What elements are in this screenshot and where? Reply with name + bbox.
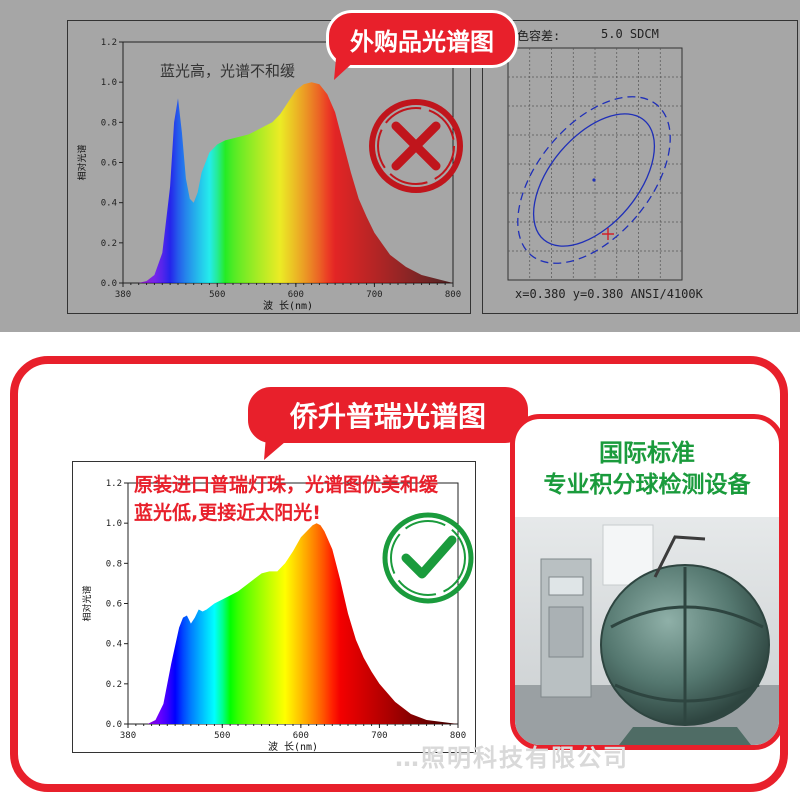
x-tick-label: 380 [115,290,131,300]
integrating-sphere-photo [515,517,779,745]
x-tick-label: 700 [366,290,382,300]
company-watermark: …照明科技有限公司 [395,744,629,772]
cross-icon [369,99,463,193]
y-tick-label: 0.0 [106,720,122,730]
y-tick-label: 1.0 [106,519,122,529]
photo-title-line1: 国际标准 [599,439,695,467]
y-tick-label: 0.4 [101,199,117,209]
purchased-spectrum-chart: 0.0 0.2 0.4 0.6 0.8 1.0 1.2 380 500 600 700 800 波 长(… [76,38,461,312]
test-equipment-card: 国际标准 专业积分球检测设备 [510,414,784,750]
callout-tail [264,436,292,460]
prui-spectrum-chart: 0.0 0.2 0.4 0.6 0.8 1.0 1.2 380 500 600 700 800 波 长(… [81,479,466,753]
color-tolerance-frame: 色容差: 5.0 SDCM x=0.380 y=0.380 ANSI/4100K [482,20,798,314]
x-tick-label: 600 [293,731,309,741]
y-tick-label: 0.8 [101,118,117,128]
y-tick-label: 0.8 [106,559,122,569]
y-axis-label: 相对光谱 [76,144,88,180]
y-tick-label: 0.2 [106,680,122,690]
x-tick-label: 380 [120,731,136,741]
y-tick-label: 1.2 [106,479,122,489]
purchased-note: 蓝光高，光谱不和缓 [160,62,296,80]
x-tick-label: 800 [445,290,461,300]
prui-note-line2: 蓝光低,更接近太阳光! [134,502,321,524]
x-tick-label: 800 [450,731,466,741]
chromaticity-readout: x=0.380 y=0.380 ANSI/4100K [515,287,703,301]
x-tick-label: 500 [214,731,230,741]
y-tick-label: 1.0 [101,78,117,88]
purchased-callout-text: 外购品光谱图 [350,27,494,56]
x-axis-label: 波 长(nm) [268,740,318,753]
prui-note-line1: 原装进口普瑞灯珠，光谱图优美和缓 [134,474,439,496]
x-tick-label: 500 [209,290,225,300]
macadam-ellipse-chart [507,47,683,281]
prui-spectrum-frame: 0.0 0.2 0.4 0.6 0.8 1.0 1.2 380 500 600 700 800 波 长(… [72,461,476,753]
measured-point-marker [602,228,614,240]
tolerance-label: 色容差: [517,29,561,43]
callout-tail [334,58,358,80]
y-tick-label: 0.2 [101,239,117,249]
x-axis-label: 波 长(nm) [263,299,313,312]
inner-ellipse [532,113,656,247]
tolerance-value: 5.0 SDCM [601,27,659,41]
ellipse-center-point [592,178,596,182]
prui-callout-text: 侨升普瑞光谱图 [289,400,486,433]
y-tick-label: 0.0 [101,279,117,289]
y-tick-label: 1.2 [101,38,117,48]
purchased-spectrum-frame: 0.0 0.2 0.4 0.6 0.8 1.0 1.2 380 500 600 700 800 波 长(… [67,20,471,314]
spectrum-area [138,82,453,283]
purchased-callout: 外购品光谱图 [326,10,518,68]
y-axis-label: 相对光谱 [81,585,93,621]
y-tick-label: 0.6 [106,600,122,610]
photo-title-line2: 专业积分球检测设备 [543,472,751,498]
spectrum-area [147,523,458,724]
check-icon [382,512,474,604]
outer-ellipse [517,96,671,264]
y-tick-label: 0.4 [106,640,122,650]
x-tick-label: 700 [371,731,387,741]
x-tick-label: 600 [288,290,304,300]
y-tick-label: 0.6 [101,159,117,169]
